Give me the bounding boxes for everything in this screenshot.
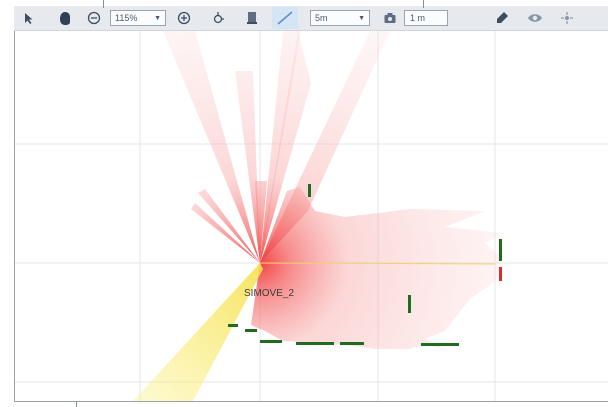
zoom-value: 115% <box>115 13 138 23</box>
eye-button[interactable] <box>524 7 546 29</box>
camera-cone <box>133 263 263 401</box>
pin-button[interactable] <box>492 7 512 29</box>
camera-button[interactable] <box>380 7 400 29</box>
chevron-down-icon: ▼ <box>154 14 161 22</box>
obstacle-icon <box>247 12 257 24</box>
center-button[interactable] <box>556 7 578 29</box>
map-canvas[interactable]: SIMOVE_2 <box>14 31 608 402</box>
wall-segment-alert <box>499 267 502 281</box>
obstacle-button[interactable] <box>242 7 262 29</box>
robot-icon <box>213 12 224 24</box>
select-arrow-icon <box>25 12 33 24</box>
eye-icon <box>528 14 542 22</box>
grid-size-input[interactable] <box>404 10 448 26</box>
zoom-select[interactable]: 115% ▼ <box>110 10 166 26</box>
center-icon <box>561 12 573 24</box>
pin-icon <box>497 12 508 23</box>
robot-label: SIMOVE_2 <box>244 288 295 299</box>
zoom-in-button[interactable] <box>174 7 194 29</box>
range-value: 5m <box>315 13 328 23</box>
wall-segments <box>228 184 502 346</box>
laser-scan-area <box>163 31 503 349</box>
range-select[interactable]: 5m ▼ <box>310 10 370 26</box>
robot-heading-line <box>259 262 496 265</box>
line-tool-icon <box>277 11 293 25</box>
tick-mark <box>76 400 77 407</box>
zoom-out-button[interactable] <box>84 7 104 29</box>
pan-hand-button[interactable] <box>52 7 78 29</box>
tick-mark <box>423 0 424 8</box>
zoom-in-icon <box>177 11 191 25</box>
select-arrow-button[interactable] <box>18 7 40 29</box>
chevron-down-icon: ▼ <box>358 14 365 22</box>
map-svg <box>15 31 608 401</box>
pan-hand-icon <box>60 12 70 25</box>
tick-mark <box>103 0 104 8</box>
zoom-out-icon <box>87 11 101 25</box>
robot-button[interactable] <box>208 7 228 29</box>
map-toolbar: 115% ▼ 5m ▼ <box>14 6 608 31</box>
camera-icon <box>384 13 396 23</box>
line-tool-button[interactable] <box>272 7 298 29</box>
